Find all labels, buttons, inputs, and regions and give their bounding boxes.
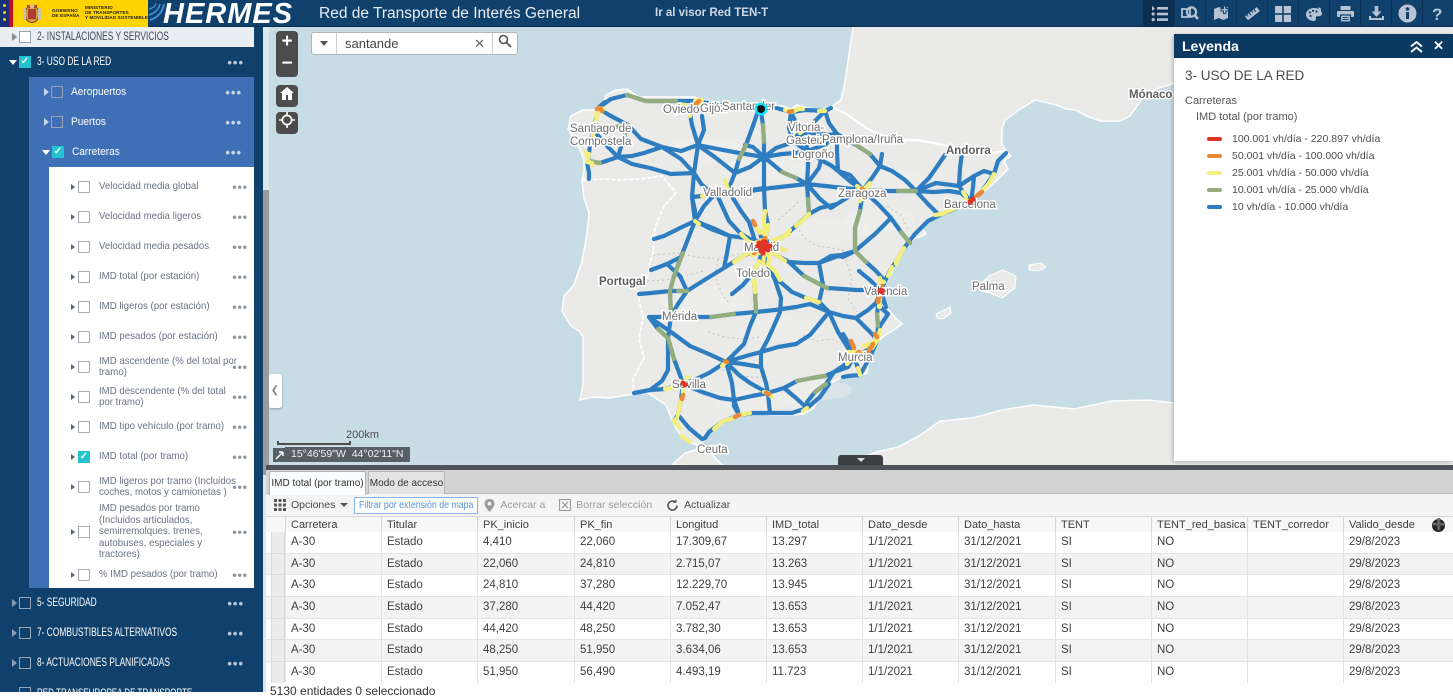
svg-text:Mónaco: Mónaco [1129, 89, 1172, 101]
svg-text:Pamplona/Iruña: Pamplona/Iruña [822, 134, 904, 146]
svg-text:?: ? [1432, 5, 1442, 23]
svg-text:Zaragoza: Zaragoza [838, 188, 887, 200]
svg-text:Valladolid: Valladolid [703, 187, 752, 199]
svg-text:Mérida: Mérida [662, 311, 698, 323]
svg-text:Gijón: Gijón [700, 103, 727, 115]
svg-text:Oviedo: Oviedo [663, 104, 699, 116]
svg-text:Toledo: Toledo [736, 268, 770, 280]
svg-text:Compostela: Compostela [570, 136, 632, 148]
svg-text:Santander: Santander [722, 101, 775, 113]
svg-text:Barcelona: Barcelona [944, 199, 996, 211]
svg-text:Andorra: Andorra [946, 145, 991, 157]
svg-text:Valencia: Valencia [864, 286, 908, 298]
svg-text:Portugal: Portugal [599, 276, 646, 288]
svg-text:Vitoria-: Vitoria- [788, 122, 824, 134]
svg-text:Santiago de: Santiago de [570, 123, 631, 135]
svg-text:Murcia: Murcia [838, 352, 873, 364]
svg-text:Gasteiz: Gasteiz [786, 135, 825, 147]
svg-text:Ceuta: Ceuta [697, 444, 728, 456]
svg-text:Palma: Palma [972, 281, 1005, 293]
svg-text:Logroño: Logroño [792, 149, 834, 161]
svg-text:Sevilla: Sevilla [672, 379, 706, 391]
